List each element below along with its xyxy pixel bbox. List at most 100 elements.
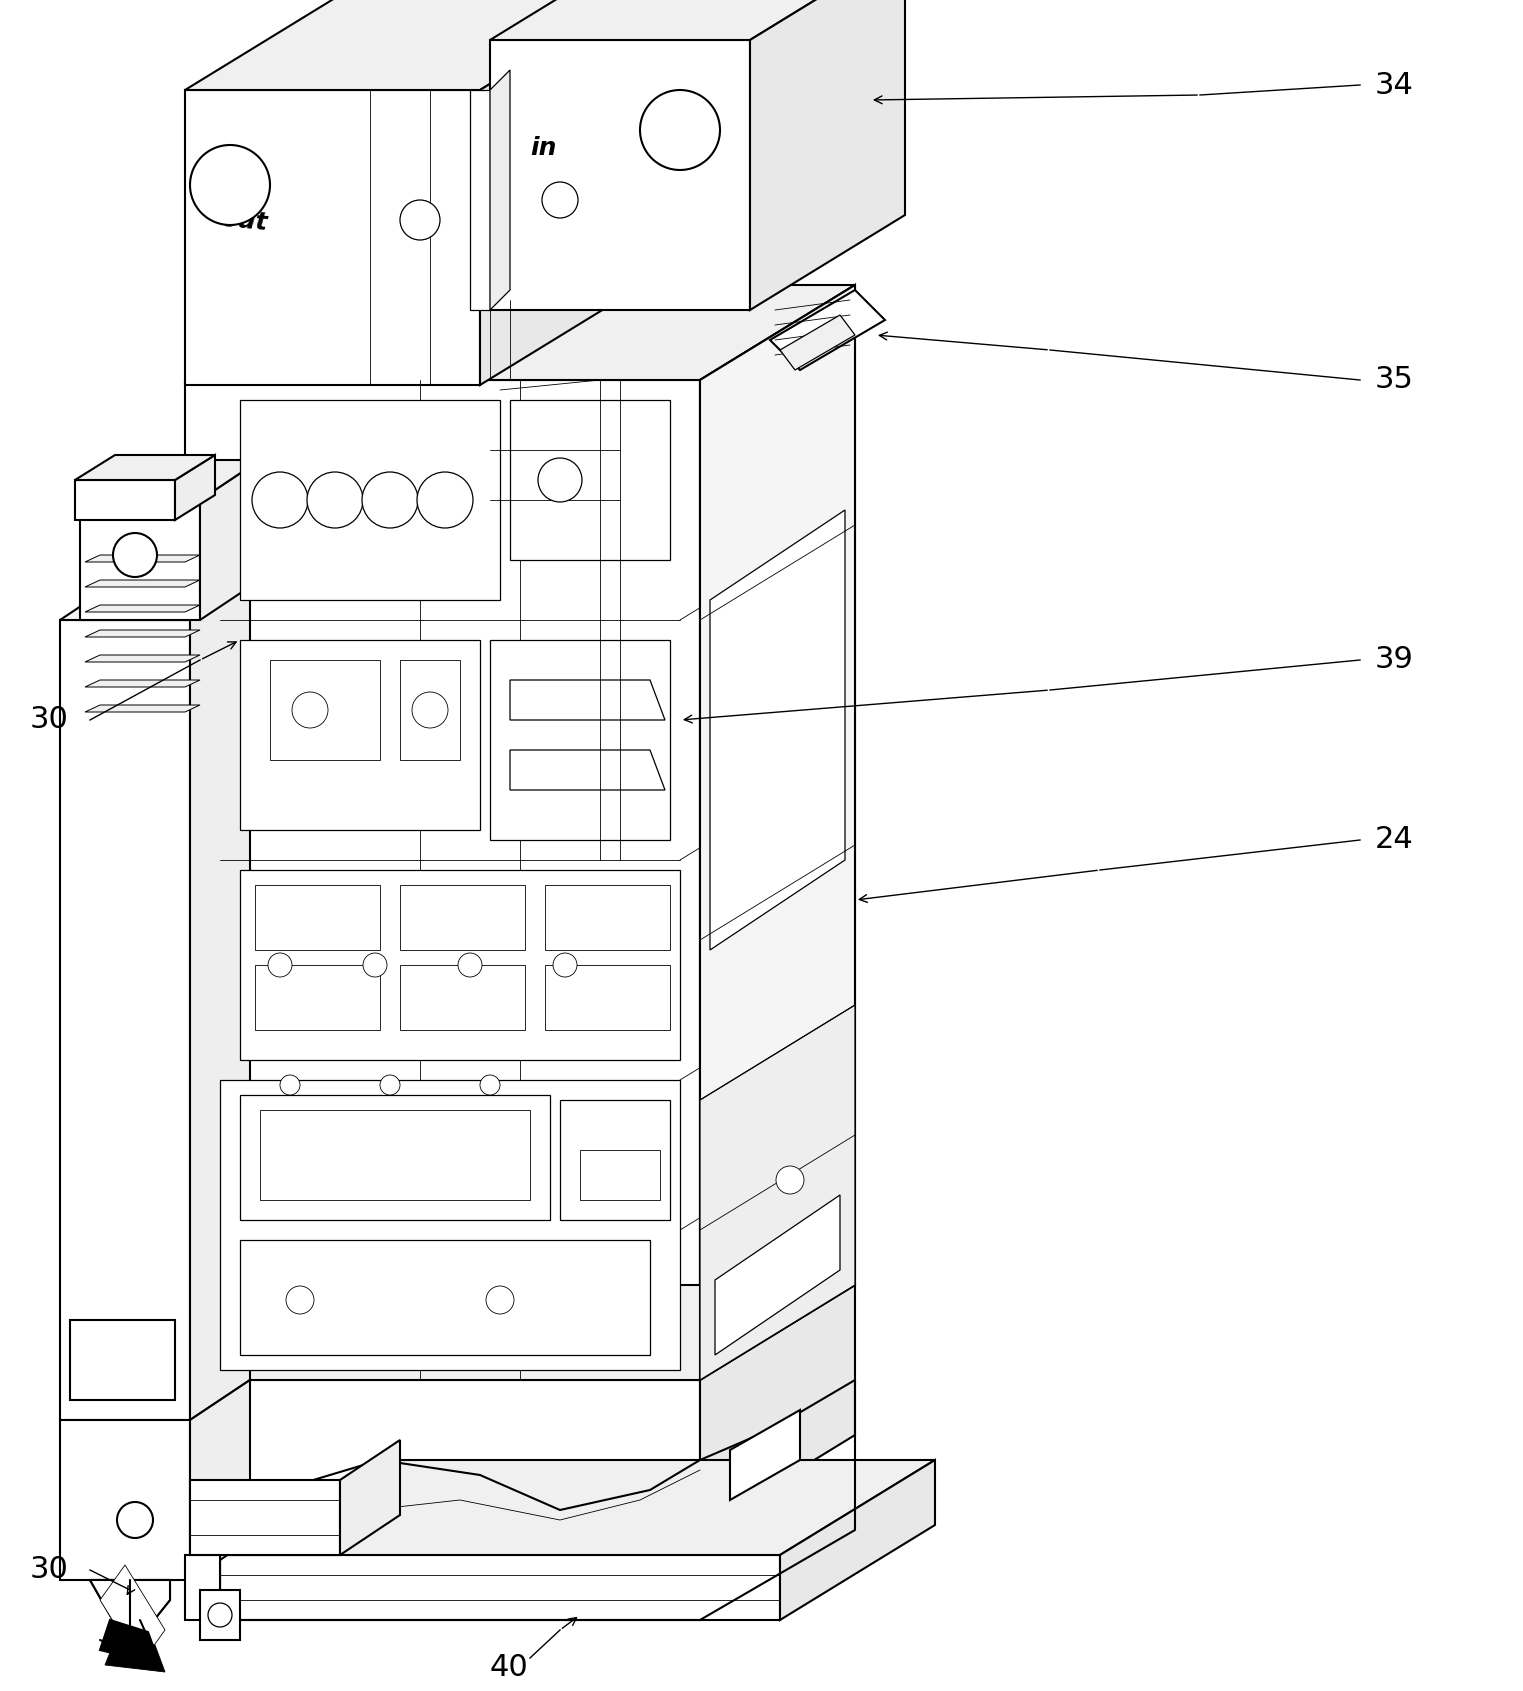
Polygon shape	[85, 654, 200, 661]
Polygon shape	[184, 90, 480, 386]
Polygon shape	[401, 966, 525, 1030]
Polygon shape	[480, 0, 635, 386]
Polygon shape	[101, 1620, 160, 1666]
Polygon shape	[101, 1564, 164, 1666]
Circle shape	[113, 533, 157, 577]
Polygon shape	[254, 966, 381, 1030]
Polygon shape	[85, 605, 200, 612]
Circle shape	[486, 1285, 513, 1314]
Polygon shape	[701, 1004, 854, 1380]
Polygon shape	[749, 0, 905, 309]
Polygon shape	[241, 1096, 550, 1219]
Polygon shape	[471, 90, 490, 309]
Polygon shape	[545, 884, 670, 950]
Polygon shape	[219, 1556, 780, 1620]
Circle shape	[480, 1075, 500, 1096]
Polygon shape	[780, 315, 854, 370]
Polygon shape	[219, 1081, 679, 1370]
Polygon shape	[85, 705, 200, 712]
Polygon shape	[714, 1196, 841, 1354]
Polygon shape	[260, 1109, 530, 1201]
Polygon shape	[75, 455, 215, 480]
Polygon shape	[490, 0, 905, 41]
Polygon shape	[580, 1150, 659, 1201]
Polygon shape	[175, 455, 215, 521]
Circle shape	[401, 200, 440, 240]
Polygon shape	[184, 1380, 701, 1530]
Polygon shape	[490, 639, 670, 840]
Polygon shape	[59, 1420, 190, 1579]
Polygon shape	[701, 286, 854, 1380]
Polygon shape	[81, 460, 260, 501]
Circle shape	[190, 145, 270, 225]
Polygon shape	[560, 1101, 670, 1219]
Polygon shape	[401, 659, 460, 759]
Circle shape	[251, 472, 308, 528]
Polygon shape	[219, 1459, 935, 1556]
Text: 34: 34	[1375, 71, 1413, 100]
Polygon shape	[59, 621, 190, 1420]
Polygon shape	[70, 1321, 175, 1400]
Polygon shape	[241, 1240, 650, 1354]
Circle shape	[308, 472, 362, 528]
Text: 24: 24	[1375, 825, 1413, 854]
Circle shape	[777, 1167, 804, 1194]
Polygon shape	[184, 1285, 854, 1380]
Polygon shape	[510, 401, 670, 560]
Polygon shape	[190, 580, 250, 1420]
Text: in: in	[530, 135, 556, 161]
Circle shape	[117, 1502, 152, 1539]
Circle shape	[640, 90, 720, 171]
Polygon shape	[184, 380, 701, 1380]
Polygon shape	[510, 680, 666, 720]
Polygon shape	[85, 631, 200, 638]
Polygon shape	[490, 69, 510, 309]
Polygon shape	[190, 1380, 250, 1579]
Polygon shape	[85, 580, 200, 587]
Polygon shape	[184, 1556, 219, 1620]
Text: 40: 40	[490, 1654, 528, 1683]
Circle shape	[286, 1285, 314, 1314]
Polygon shape	[85, 680, 200, 687]
Polygon shape	[780, 1459, 935, 1620]
Circle shape	[362, 472, 417, 528]
Polygon shape	[75, 480, 175, 521]
Polygon shape	[219, 380, 679, 1380]
Text: 35: 35	[1375, 365, 1413, 394]
Circle shape	[413, 692, 448, 729]
Polygon shape	[200, 1590, 241, 1640]
Polygon shape	[710, 511, 845, 950]
Circle shape	[362, 954, 387, 977]
Polygon shape	[270, 659, 381, 759]
Circle shape	[268, 954, 292, 977]
Polygon shape	[490, 41, 749, 309]
Polygon shape	[340, 1441, 401, 1556]
Polygon shape	[200, 460, 260, 621]
Polygon shape	[545, 966, 670, 1030]
Polygon shape	[184, 0, 635, 90]
Polygon shape	[701, 286, 854, 1380]
Polygon shape	[81, 501, 200, 621]
Polygon shape	[241, 401, 500, 600]
Polygon shape	[241, 639, 480, 830]
Circle shape	[458, 954, 481, 977]
Polygon shape	[254, 884, 381, 950]
Text: 30: 30	[30, 705, 69, 734]
Polygon shape	[701, 1285, 854, 1530]
Circle shape	[209, 1603, 231, 1627]
Polygon shape	[241, 869, 679, 1060]
Polygon shape	[771, 289, 885, 370]
Text: 39: 39	[1375, 646, 1413, 675]
Polygon shape	[190, 1480, 340, 1556]
Polygon shape	[184, 286, 854, 380]
Circle shape	[417, 472, 474, 528]
Polygon shape	[59, 580, 250, 621]
Text: out: out	[219, 206, 268, 235]
Circle shape	[280, 1075, 300, 1096]
Polygon shape	[105, 1640, 164, 1672]
Circle shape	[292, 692, 327, 729]
Polygon shape	[90, 1579, 171, 1650]
Circle shape	[542, 183, 579, 218]
Polygon shape	[510, 751, 666, 790]
Polygon shape	[401, 884, 525, 950]
